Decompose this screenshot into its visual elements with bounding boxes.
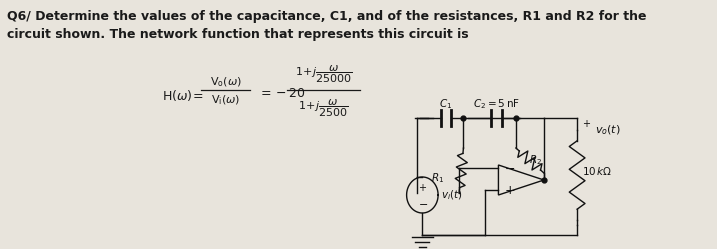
- Text: $C_2 = 5\,\mathrm{nF}$: $C_2 = 5\,\mathrm{nF}$: [473, 97, 521, 111]
- Text: Q6/ Determine the values of the capacitance, C1, and of the resistances, R1 and : Q6/ Determine the values of the capacita…: [7, 10, 647, 23]
- Text: $v_i(t)$: $v_i(t)$: [441, 188, 462, 202]
- Text: $\mathrm{H}(\omega)\!=\!$: $\mathrm{H}(\omega)\!=\!$: [162, 87, 203, 103]
- Text: $R_2$: $R_2$: [529, 153, 542, 167]
- Text: $R_1$: $R_1$: [431, 171, 445, 185]
- Text: circuit shown. The network function that represents this circuit is: circuit shown. The network function that…: [7, 28, 469, 41]
- Text: $+$: $+$: [418, 182, 427, 192]
- Text: $+$: $+$: [581, 118, 591, 128]
- Text: $C_1$: $C_1$: [440, 97, 452, 111]
- Text: $\mathrm{V_o}(\omega)$: $\mathrm{V_o}(\omega)$: [209, 75, 242, 89]
- Text: $\mathrm{V_i}(\omega)$: $\mathrm{V_i}(\omega)$: [211, 93, 240, 107]
- Text: $10\,k\Omega$: $10\,k\Omega$: [581, 165, 612, 177]
- Text: $1\!+\!j\dfrac{\omega}{25000}$: $1\!+\!j\dfrac{\omega}{25000}$: [295, 63, 352, 85]
- Text: $v_o(t)$: $v_o(t)$: [594, 123, 620, 137]
- Text: $-$: $-$: [503, 162, 515, 175]
- Text: $= -20$: $= -20$: [258, 86, 305, 100]
- Text: $+$: $+$: [503, 184, 515, 196]
- Text: $-$: $-$: [418, 198, 428, 208]
- Text: $1\!+\!j\dfrac{\omega}{2500}$: $1\!+\!j\dfrac{\omega}{2500}$: [298, 97, 348, 119]
